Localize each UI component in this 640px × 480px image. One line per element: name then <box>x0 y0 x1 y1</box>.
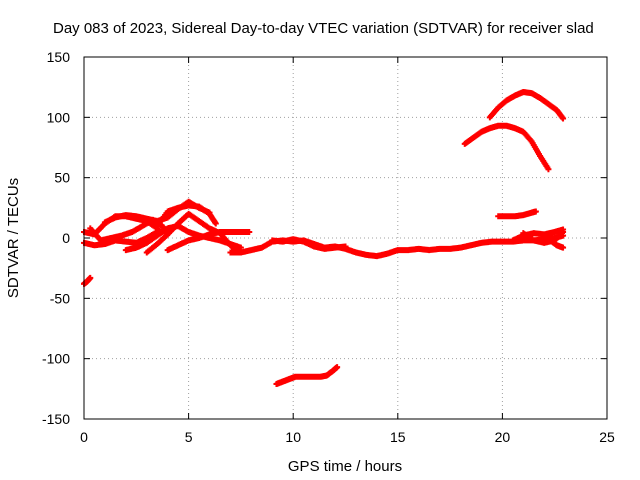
x-tick-label: 20 <box>495 429 511 445</box>
x-axis-label: GPS time / hours <box>288 458 402 475</box>
series-arc-end-c <box>547 237 567 251</box>
data-point-markers <box>486 88 567 122</box>
chart-title: Day 083 of 2023, Sidereal Day-to-day VTE… <box>53 20 594 37</box>
x-tick-label: 25 <box>599 429 615 445</box>
plot-frame <box>83 56 608 420</box>
y-tick-label: 100 <box>47 109 71 125</box>
y-tick-label: -150 <box>42 411 70 427</box>
series-arc-mid <box>495 208 539 220</box>
y-tick-label: -100 <box>42 351 70 367</box>
data-point-markers <box>273 364 341 388</box>
series-band-upper <box>269 236 349 252</box>
data-point-markers <box>495 208 539 220</box>
data-point-markers <box>461 122 552 173</box>
series-arc-low <box>273 364 341 388</box>
series-arc-start-low <box>81 274 94 287</box>
data-point-markers <box>81 274 94 287</box>
x-tick-label: 15 <box>390 429 406 445</box>
x-tick-label: 0 <box>80 429 88 445</box>
data-points <box>81 88 567 388</box>
series-arc-high-2 <box>486 88 567 122</box>
series-arc-high-1 <box>461 122 552 173</box>
y-tick-label: -50 <box>50 290 70 306</box>
x-tick-label: 5 <box>185 429 193 445</box>
y-tick-label: 150 <box>47 49 71 65</box>
y-tick-label: 50 <box>54 170 70 186</box>
y-tick-label: 0 <box>62 230 70 246</box>
series-arc-g <box>164 228 253 254</box>
y-axis-label: SDTVAR / TECUs <box>5 178 22 298</box>
series-arc-h <box>154 202 219 229</box>
x-tick-label: 10 <box>285 429 301 445</box>
